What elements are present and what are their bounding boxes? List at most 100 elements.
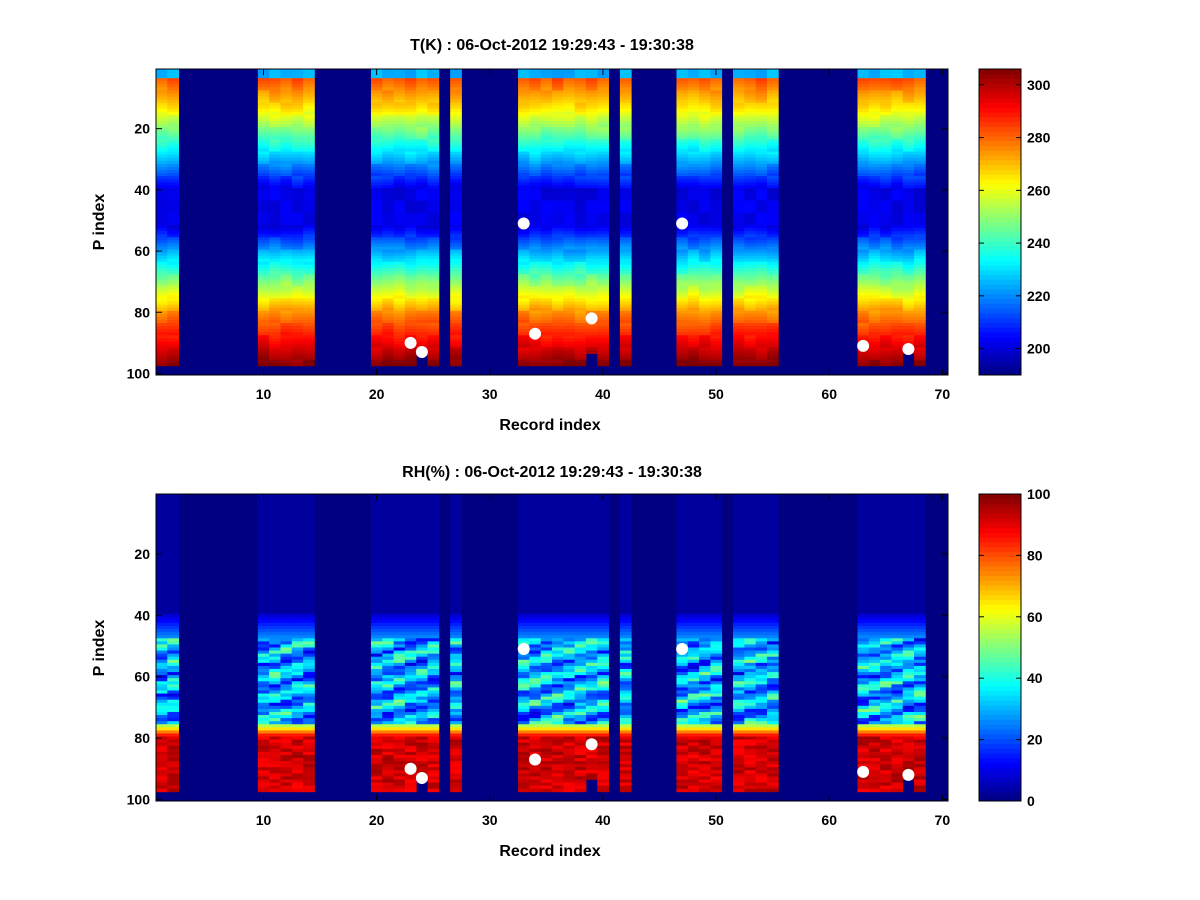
heatmap-cell <box>518 163 530 168</box>
heatmap-cell <box>619 173 632 177</box>
heatmap-cell <box>563 75 576 79</box>
heatmap-cell <box>382 130 394 134</box>
colorbar-segment <box>979 178 1021 185</box>
colorbar-segment <box>979 116 1021 123</box>
heatmap-cell <box>427 604 440 608</box>
heatmap-cell <box>914 145 926 149</box>
heatmap-cell <box>914 228 926 232</box>
heatmap-cell <box>563 215 576 220</box>
heatmap-cell <box>393 690 406 694</box>
heatmap-cell <box>382 154 394 159</box>
heatmap-cell <box>303 561 315 566</box>
heatmap-cell <box>382 503 394 507</box>
heatmap-cell <box>450 206 462 211</box>
heatmap-cell <box>416 295 428 299</box>
heatmap-cell <box>156 264 168 269</box>
heatmap-cell <box>167 307 180 312</box>
heatmap-cell <box>393 672 406 676</box>
heatmap-cell <box>280 200 293 205</box>
heatmap-cell <box>257 595 270 599</box>
heatmap-cell <box>382 742 394 747</box>
heatmap-cell <box>382 601 394 605</box>
heatmap-cell <box>687 72 700 76</box>
heatmap-cell <box>280 715 293 719</box>
heatmap-cell <box>699 212 711 217</box>
heatmap-cell <box>393 730 406 734</box>
heatmap-cell <box>269 267 281 272</box>
heatmap-cell <box>291 500 304 504</box>
heatmap-cell <box>257 322 270 327</box>
heatmap-cell <box>291 650 304 655</box>
heatmap-cell <box>710 347 723 351</box>
colorbar-segment <box>979 346 1021 352</box>
heatmap-cell <box>416 81 428 85</box>
heatmap-cell <box>574 124 587 128</box>
heatmap-cell <box>257 533 270 538</box>
heatmap-cell <box>427 573 440 578</box>
heatmap-cell <box>597 332 609 336</box>
heatmap-cell <box>585 197 598 201</box>
heatmap-cell <box>902 173 915 177</box>
heatmap-cell <box>269 518 281 523</box>
heatmap-cell <box>902 234 915 238</box>
heatmap-cell <box>404 668 417 673</box>
heatmap-cell <box>416 515 428 519</box>
heatmap-cell <box>167 672 180 676</box>
heatmap-cell <box>404 773 417 777</box>
heatmap-cell <box>280 619 293 624</box>
heatmap-cell <box>303 231 315 235</box>
heatmap-cell <box>902 75 915 79</box>
heatmap-cell <box>393 350 406 354</box>
heatmap-cell <box>427 344 440 348</box>
heatmap-cell <box>291 770 304 774</box>
heatmap-cell <box>269 237 281 241</box>
heatmap-cell <box>280 736 293 740</box>
heatmap-cell <box>597 359 609 364</box>
heatmap-cell <box>676 154 689 159</box>
heatmap-cell <box>518 270 530 275</box>
heatmap-cell <box>303 246 315 250</box>
heatmap-cell <box>370 561 383 566</box>
colorbar-segment <box>979 303 1021 309</box>
heatmap-cell <box>416 286 428 290</box>
heatmap-cell <box>303 313 315 318</box>
heatmap-cell <box>755 344 768 348</box>
heatmap-cell <box>280 638 293 642</box>
heatmap-cell <box>710 362 723 367</box>
heatmap-cell <box>370 708 383 713</box>
heatmap-cell <box>687 81 700 85</box>
heatmap-cell <box>733 142 745 146</box>
heatmap-cell <box>257 515 270 519</box>
heatmap-cell <box>427 173 440 177</box>
heatmap-cell <box>880 179 892 183</box>
record-column-22 <box>393 494 406 793</box>
heatmap-cell <box>416 246 428 250</box>
heatmap-cell <box>868 228 881 232</box>
heatmap-cell <box>755 203 768 208</box>
colorbar-segment <box>979 312 1021 319</box>
heatmap-cell <box>755 329 768 333</box>
heatmap-cell <box>529 96 542 100</box>
heatmap-cell <box>404 326 417 330</box>
heatmap-cell <box>857 75 870 79</box>
heatmap-cell <box>518 160 530 165</box>
heatmap-cell <box>156 576 168 581</box>
heatmap-cell <box>291 533 304 538</box>
heatmap-cell <box>857 182 870 186</box>
heatmap-cell <box>269 619 281 624</box>
heatmap-cell <box>382 724 394 728</box>
heatmap-cell <box>416 225 428 229</box>
heatmap-cell <box>427 102 440 107</box>
heatmap-cell <box>303 173 315 177</box>
heatmap-cell <box>280 166 293 171</box>
heatmap-cell <box>744 234 757 238</box>
heatmap-cell <box>891 87 904 91</box>
heatmap-cell <box>766 280 779 284</box>
heatmap-cell <box>518 151 530 156</box>
heatmap-cell <box>518 335 530 339</box>
heatmap-cell <box>269 748 281 753</box>
heatmap-cell <box>529 322 542 327</box>
heatmap-cell <box>552 173 564 177</box>
heatmap-cell <box>269 292 281 296</box>
heatmap-cell <box>416 549 428 553</box>
